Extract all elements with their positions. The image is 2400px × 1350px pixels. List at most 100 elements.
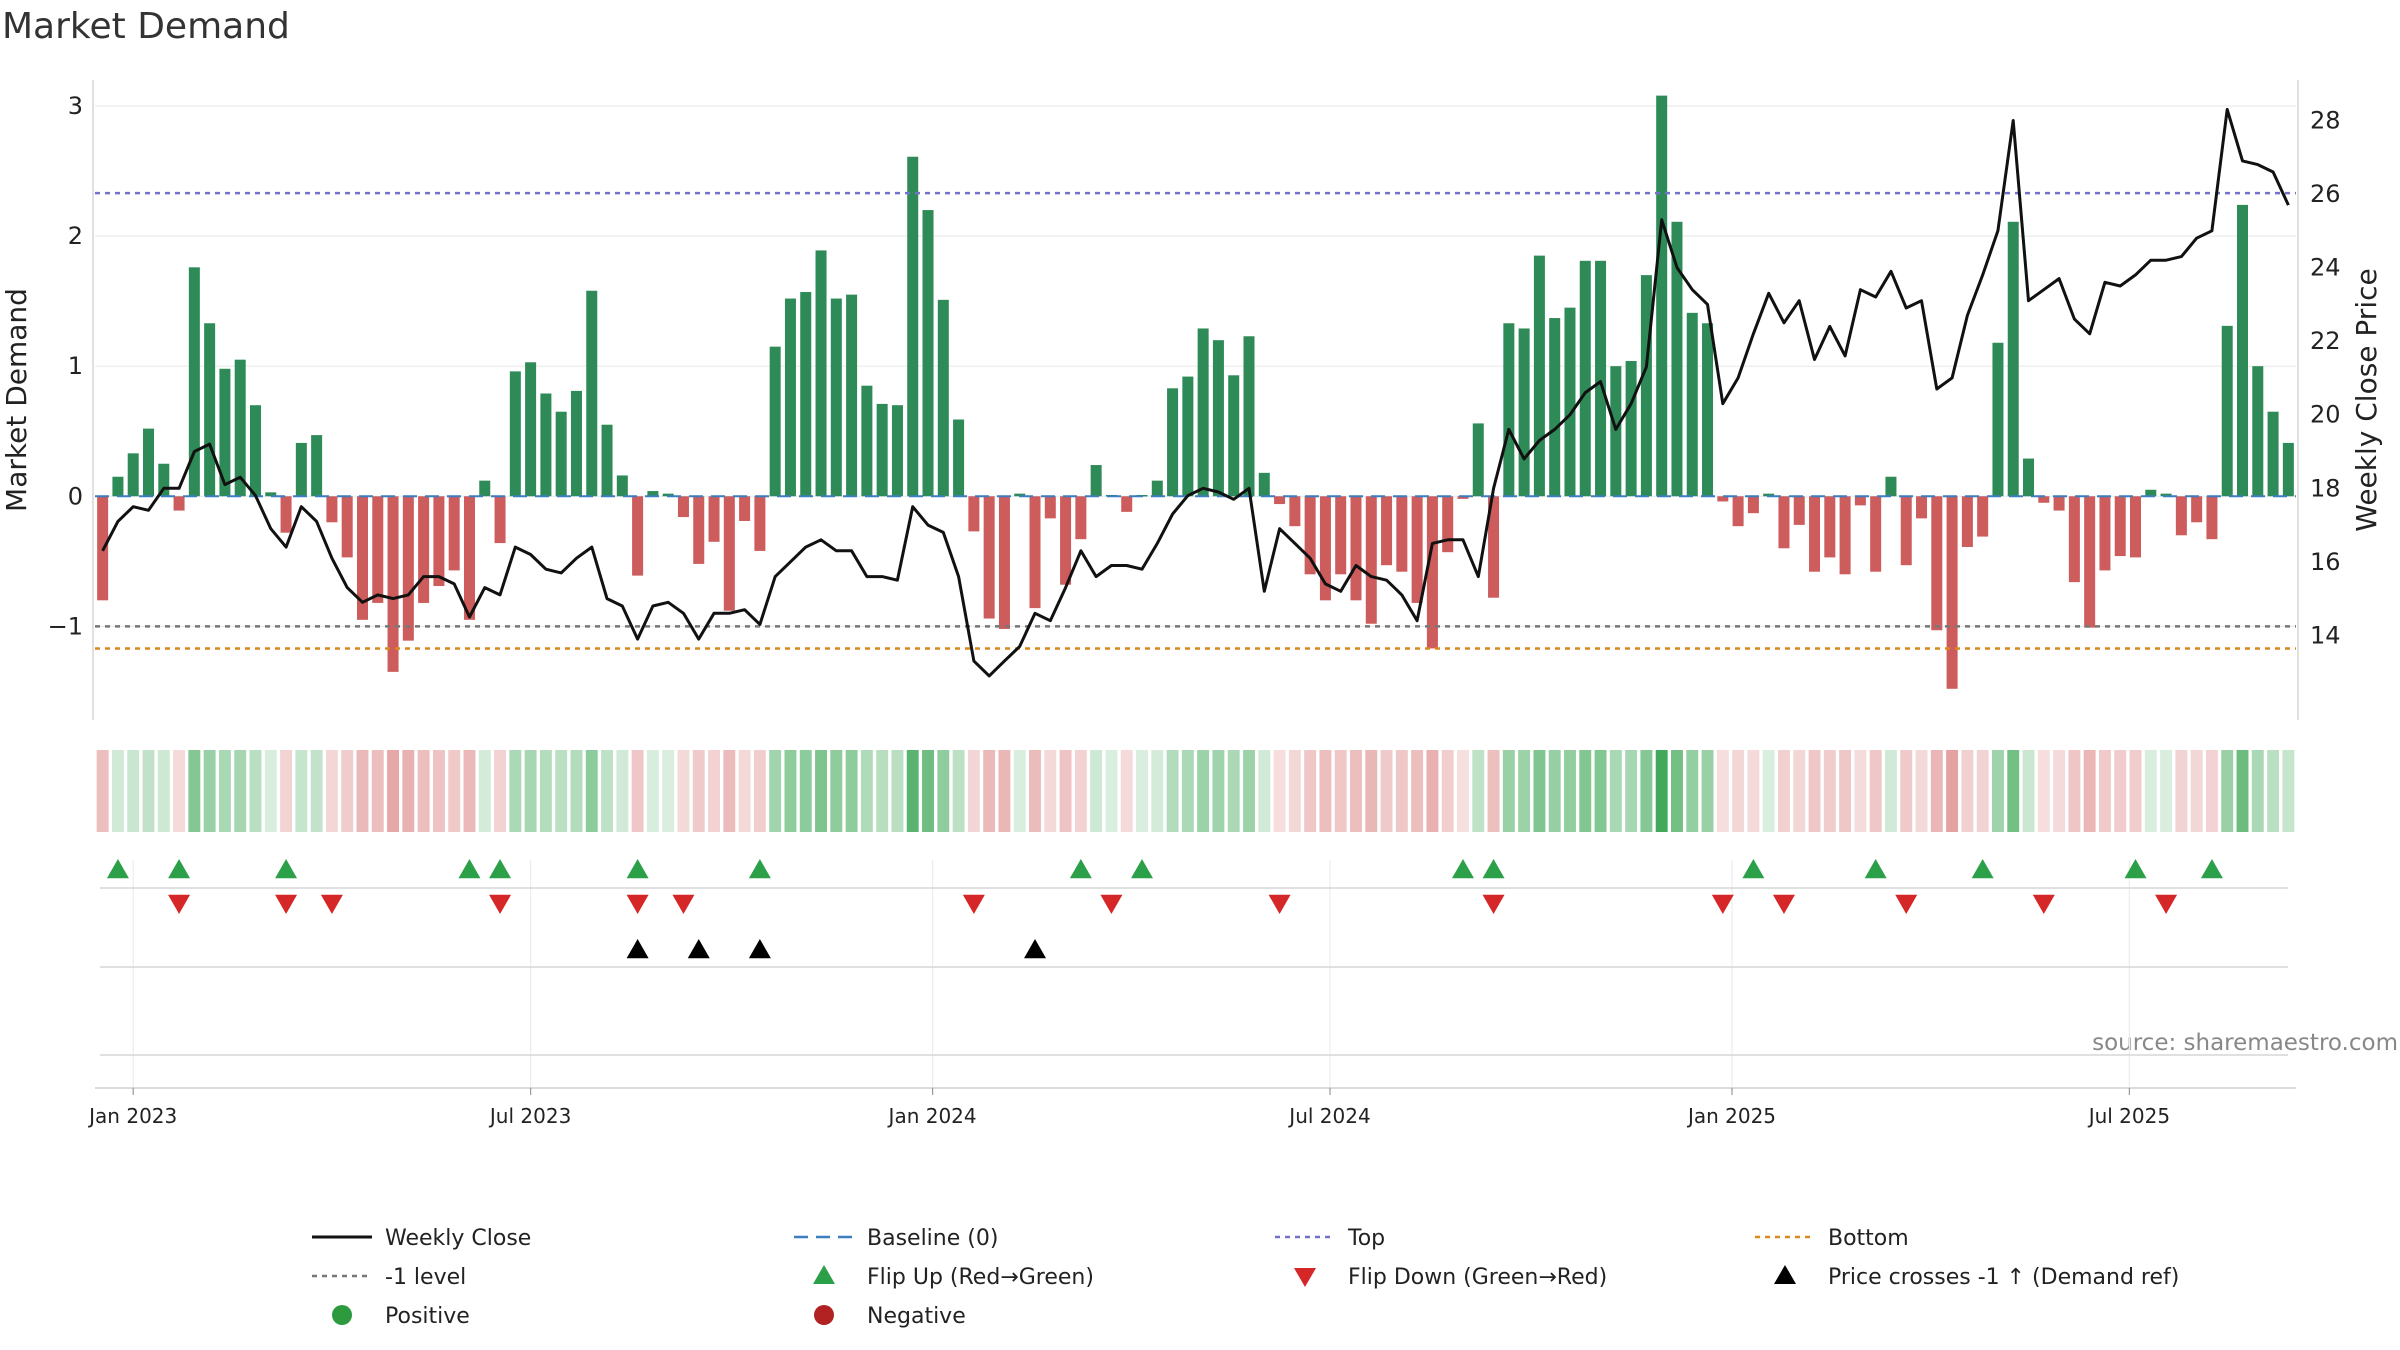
bar-negative [2084, 496, 2096, 628]
strip-cell [1854, 750, 1867, 832]
strip-cell [1151, 750, 1164, 832]
strip-cell [280, 750, 293, 832]
bar-positive [509, 371, 521, 497]
bar-negative [1411, 496, 1423, 603]
bar-positive [1625, 360, 1637, 497]
bar-positive [891, 405, 903, 497]
strip-cell [1105, 750, 1118, 832]
price-cross-marker [748, 939, 771, 959]
bar-positive [1167, 388, 1179, 497]
bar-negative [280, 496, 292, 533]
strip-cell [1518, 750, 1531, 832]
strip-cell [998, 750, 1011, 832]
strip-cell [142, 750, 155, 832]
bar-negative [1381, 496, 1393, 566]
strip-cell [1487, 750, 1500, 832]
strip-cell [2053, 750, 2066, 832]
bar-positive [662, 493, 674, 497]
bar-negative [968, 496, 980, 532]
legend-item: -1 level [312, 1265, 466, 1290]
strip-cell [616, 750, 629, 832]
legend-item: Weekly Close [312, 1226, 531, 1251]
strip-cell [478, 750, 491, 832]
legend-swatch-triangle-up [813, 1265, 835, 1284]
bar-negative [1304, 496, 1316, 575]
bar-positive [800, 292, 812, 497]
bar-negative [1839, 496, 1851, 575]
strip-cell [371, 750, 384, 832]
strip-cell [1059, 750, 1072, 832]
bar-negative [1778, 496, 1790, 549]
bar-negative [1029, 496, 1041, 609]
bar-negative [1365, 496, 1377, 624]
bar-negative [463, 496, 475, 620]
strip-cell [1686, 750, 1699, 832]
bar-positive [112, 476, 124, 497]
flip-down-marker [168, 894, 191, 914]
bar-negative [1961, 496, 1973, 547]
strip-cell [2098, 750, 2111, 832]
bar-negative [1335, 496, 1347, 575]
strip-cell [1976, 750, 1989, 832]
bar-negative [2175, 496, 2187, 536]
strip-cell [2190, 750, 2203, 832]
bar-negative [1396, 496, 1408, 572]
x-tick-label: Jul 2024 [1287, 1104, 1370, 1128]
bar-negative [494, 496, 506, 544]
bar-positive [1992, 342, 2004, 497]
strip-cell [96, 750, 109, 832]
flip-up-marker [1971, 859, 1994, 879]
strip-cell [1457, 750, 1469, 832]
strip-cell [1365, 750, 1378, 832]
bar-negative [2206, 496, 2218, 540]
strip-cell [983, 750, 996, 832]
bar-negative [1732, 496, 1744, 527]
strip-cell [738, 750, 751, 832]
strip-cell [2267, 750, 2280, 832]
strip-cell [1915, 750, 1928, 832]
legend-label: Price crosses -1 ↑ (Demand ref) [1828, 1265, 2179, 1290]
bar-positive [1014, 493, 1026, 497]
y-axis-label: Market Demand [0, 288, 33, 512]
flip-up-marker [275, 859, 298, 879]
strip-cell [723, 750, 736, 832]
legend-item: Bottom [1755, 1226, 1909, 1251]
strip-cell [937, 750, 950, 832]
bar-negative [998, 496, 1010, 629]
x-tick-label: Jul 2025 [2087, 1104, 2170, 1128]
y2-tick-label: 18 [2310, 474, 2341, 502]
bar-positive [2252, 366, 2264, 497]
weekly-close-line [101, 107, 2290, 678]
strip-cell [310, 750, 323, 832]
bar-negative [2130, 496, 2142, 558]
strip-cell [1181, 750, 1194, 832]
bar-positive [1640, 275, 1652, 497]
bar-positive [784, 298, 796, 497]
legend-item: Top [1275, 1226, 1385, 1251]
bar-positive [1212, 340, 1224, 497]
x-tick-label: Jan 2025 [1686, 1104, 1776, 1128]
bar-positive [555, 411, 567, 497]
strip-cell [769, 750, 782, 832]
flip-up-marker [106, 859, 129, 879]
price-cross-marker [1024, 939, 1047, 959]
y-tick-label: −1 [48, 612, 83, 640]
strip-cell [1472, 750, 1485, 832]
strip-cell [1350, 750, 1362, 832]
y2-tick-label: 16 [2310, 548, 2341, 576]
strip-cell [1074, 750, 1087, 832]
bar-positive [204, 323, 216, 497]
strip-cell [1013, 750, 1026, 832]
bar-positive [1197, 328, 1209, 497]
strip-cell [1319, 750, 1332, 832]
bar-positive [295, 442, 307, 497]
strip-cell [341, 750, 354, 832]
strip-cell [417, 750, 430, 832]
y-tick-label: 1 [68, 352, 83, 380]
y2-tick-label: 24 [2310, 254, 2341, 282]
legend-swatch-circle [814, 1305, 834, 1325]
bar-positive [1579, 260, 1591, 497]
bar-negative [387, 496, 399, 672]
strip-cell [295, 750, 308, 832]
flip-up-marker [1864, 859, 1887, 879]
